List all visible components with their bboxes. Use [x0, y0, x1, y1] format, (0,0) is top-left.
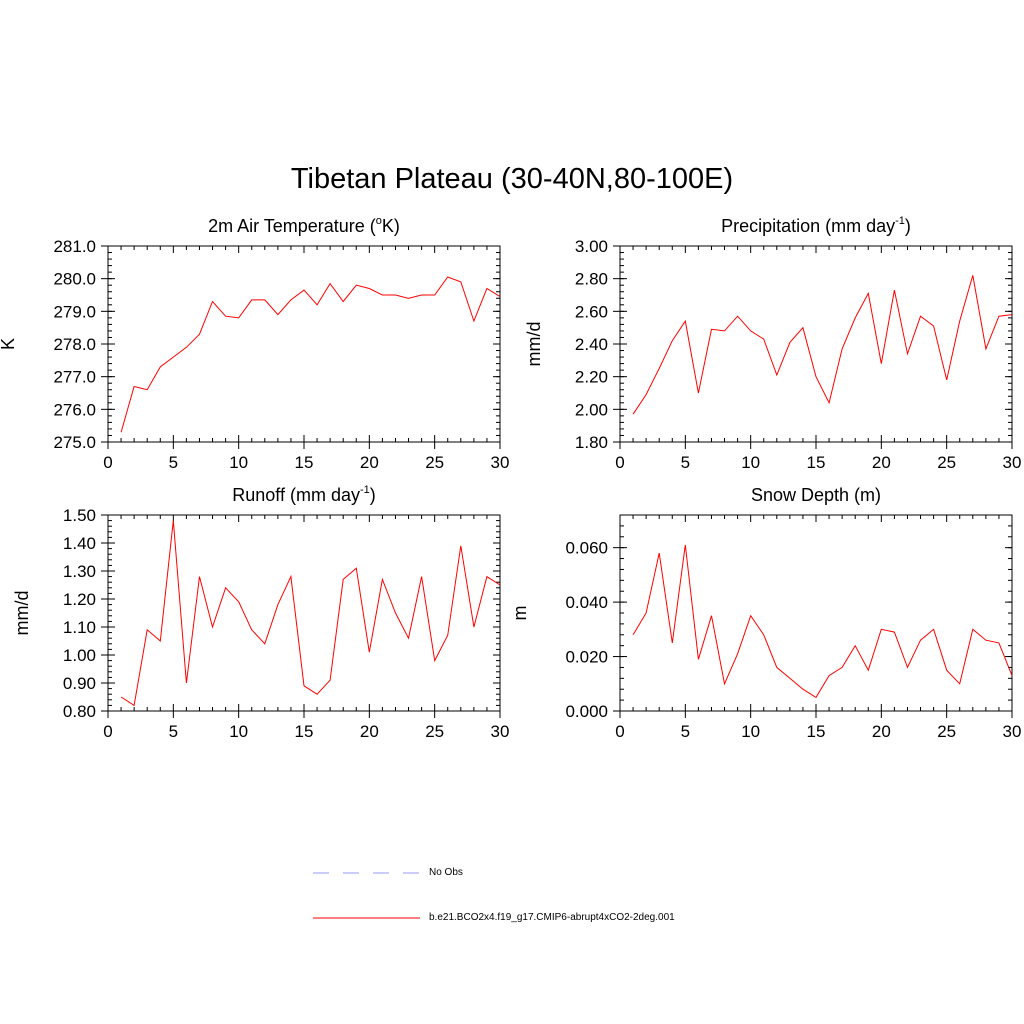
- y-tick-label: 2.80: [575, 270, 608, 289]
- y-tick-label: 3.00: [575, 237, 608, 256]
- y-tick-label: 0.020: [565, 648, 608, 667]
- y-tick-label: 0.060: [565, 539, 608, 558]
- plot-frame: [107, 245, 501, 443]
- x-tick-label: 30: [491, 453, 510, 472]
- panel-title-superscript: o: [376, 215, 382, 227]
- panel-title: Runoff (mm day-1): [232, 484, 376, 505]
- series-line: [632, 544, 1013, 699]
- x-tick-label: 0: [103, 722, 112, 741]
- panel-3: 0 5 10 15 20 25 30 0.80 0.90 1.00 1.10 1.20 1.30 1.40…: [12, 484, 509, 741]
- panel-title-suffix: K): [382, 216, 400, 236]
- y-tick-label: 275.0: [53, 433, 96, 452]
- plot-frame: [107, 514, 501, 712]
- panel-title-text: Precipitation (mm day: [721, 216, 895, 236]
- panel-2: 0 5 10 15 20 25 30 1.80 2.00 2.20 2.40 2.60 2.80 3.00…: [524, 215, 1021, 472]
- y-axis-label: mm/d: [524, 322, 544, 367]
- series-line: [120, 276, 501, 433]
- x-tick-label: 20: [360, 722, 379, 741]
- y-tick-label: 280.0: [53, 270, 96, 289]
- x-tick-label: 30: [1003, 722, 1022, 741]
- x-tick-label: 0: [615, 722, 624, 741]
- y-tick-label: 1.30: [63, 562, 96, 581]
- y-tick-label: 1.40: [63, 534, 96, 553]
- x-tick-label: 30: [491, 722, 510, 741]
- y-tick-label: 0.80: [63, 702, 96, 721]
- y-tick-label: 278.0: [53, 335, 96, 354]
- legend-label-model: b.e21.BCO2x4.f19_g17.CMIP6-abrupt4xCO2-2…: [429, 912, 675, 923]
- y-tick-label: 1.00: [63, 646, 96, 665]
- y-tick-label: 0.000: [565, 702, 608, 721]
- x-tick-label: 15: [807, 453, 826, 472]
- x-tick-label: 25: [425, 453, 444, 472]
- y-tick-label: 1.80: [575, 433, 608, 452]
- x-tick-label: 15: [295, 453, 314, 472]
- x-tick-label: 20: [872, 722, 891, 741]
- x-tick-label: 15: [807, 722, 826, 741]
- panel-title: 2m Air Temperature (oK): [208, 215, 400, 236]
- legend-label-no-obs: No Obs: [429, 867, 463, 878]
- y-tick-label: 0.040: [565, 593, 608, 612]
- panel-title-suffix: ): [370, 485, 376, 505]
- panel-title: Precipitation (mm day-1): [721, 215, 911, 236]
- x-tick-label: 10: [741, 453, 760, 472]
- x-tick-label: 5: [169, 453, 178, 472]
- x-tick-label: 5: [681, 722, 690, 741]
- x-tick-label: 5: [169, 722, 178, 741]
- panel-title-text: 2m Air Temperature (: [208, 216, 376, 236]
- panel-title-text: Snow Depth (m): [751, 485, 881, 505]
- panel-1: 0 5 10 15 20 25 30 275.0 276.0 277.0 278.0 279.0 280…: [0, 215, 509, 472]
- x-tick-label: 25: [937, 722, 956, 741]
- panel-4: 0 5 10 15 20 25 30 0.000 0.020 0.040 0.060 Snow Dep…: [510, 485, 1021, 741]
- plot-frame: [619, 245, 1013, 443]
- y-tick-label: 2.20: [575, 368, 608, 387]
- panel-title-text: Runoff (mm day: [232, 485, 360, 505]
- y-axis-label: K: [0, 338, 18, 350]
- x-tick-label: 30: [1003, 453, 1022, 472]
- x-tick-label: 0: [615, 453, 624, 472]
- plot-frame: [619, 514, 1013, 712]
- y-tick-label: 277.0: [53, 368, 96, 387]
- x-tick-label: 15: [295, 722, 314, 741]
- x-tick-label: 5: [681, 453, 690, 472]
- y-tick-label: 2.60: [575, 302, 608, 321]
- panel-title-superscript: -1: [895, 215, 905, 227]
- y-tick-label: 279.0: [53, 302, 96, 321]
- y-tick-label: 276.0: [53, 400, 96, 419]
- y-tick-label: 1.10: [63, 618, 96, 637]
- panel-title: Snow Depth (m): [751, 485, 881, 505]
- y-tick-label: 0.90: [63, 674, 96, 693]
- panel-title-suffix: ): [905, 216, 911, 236]
- x-tick-label: 10: [229, 722, 248, 741]
- x-tick-label: 20: [872, 453, 891, 472]
- y-tick-label: 2.40: [575, 335, 608, 354]
- x-tick-label: 0: [103, 453, 112, 472]
- panel-title-superscript: -1: [360, 484, 370, 496]
- x-tick-label: 25: [425, 722, 444, 741]
- series-line: [632, 275, 1013, 415]
- y-axis-label: m: [510, 606, 530, 621]
- x-tick-label: 10: [229, 453, 248, 472]
- x-tick-label: 20: [360, 453, 379, 472]
- y-tick-label: 281.0: [53, 237, 96, 256]
- y-axis-label: mm/d: [12, 591, 32, 636]
- series-line: [120, 520, 501, 707]
- y-tick-label: 1.20: [63, 590, 96, 609]
- y-tick-label: 1.50: [63, 506, 96, 525]
- x-tick-label: 25: [937, 453, 956, 472]
- y-tick-label: 2.00: [575, 400, 608, 419]
- x-tick-label: 10: [741, 722, 760, 741]
- main-title: Tibetan Plateau (30-40N,80-100E): [290, 163, 734, 195]
